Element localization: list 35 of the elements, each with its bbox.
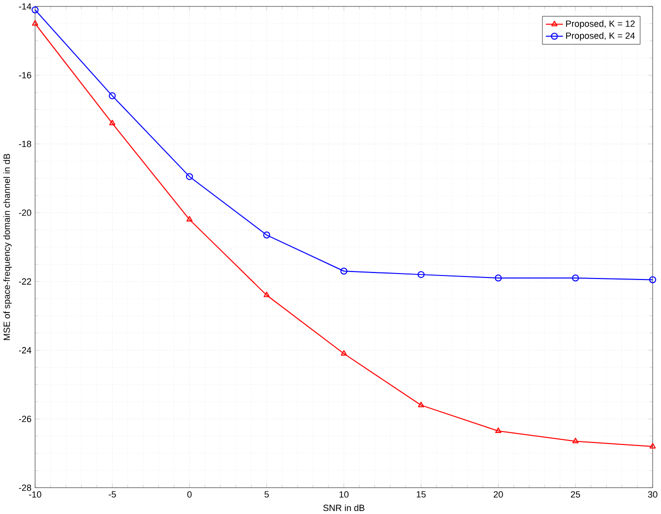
point xyxy=(263,231,270,238)
point xyxy=(340,350,347,356)
x-tick-label: -10 xyxy=(28,491,42,498)
point xyxy=(495,427,502,433)
y-tick-label: -20 xyxy=(18,209,32,216)
y-tick-label: -28 xyxy=(18,484,32,491)
x-tick-label: 10 xyxy=(340,491,349,498)
point xyxy=(108,92,116,100)
point xyxy=(186,172,193,180)
legend-label: Proposed, K = 24 xyxy=(566,32,635,40)
x-tick-label: 30 xyxy=(648,491,658,498)
point xyxy=(340,267,348,274)
y-tick-label: -22 xyxy=(18,278,32,284)
x-axis-title: SNR in dB xyxy=(323,504,364,511)
y-tick-label: -16 xyxy=(18,72,32,78)
x-tick-label: 0 xyxy=(187,491,192,498)
y-tick-label: -26 xyxy=(18,416,32,422)
point xyxy=(418,402,424,408)
point xyxy=(572,274,579,282)
y-tick-label: -14 xyxy=(18,3,32,10)
y-tick-label: -18 xyxy=(18,140,32,147)
point xyxy=(418,270,425,278)
point xyxy=(572,438,579,444)
y-tick-label: -24 xyxy=(18,346,32,354)
x-tick-label: -5 xyxy=(108,491,116,498)
point xyxy=(186,216,193,222)
x-tick-label: 15 xyxy=(416,491,426,498)
x-tick-label: 25 xyxy=(570,491,580,498)
legend-label: Proposed, K = 12 xyxy=(566,20,635,28)
x-tick-label: 20 xyxy=(494,491,503,498)
x-tick-label: 5 xyxy=(264,491,269,498)
y-axis-title: MSE of space-frequency domain channel in dB xyxy=(3,154,12,340)
point xyxy=(494,274,502,282)
point xyxy=(264,292,270,297)
point xyxy=(109,120,116,126)
